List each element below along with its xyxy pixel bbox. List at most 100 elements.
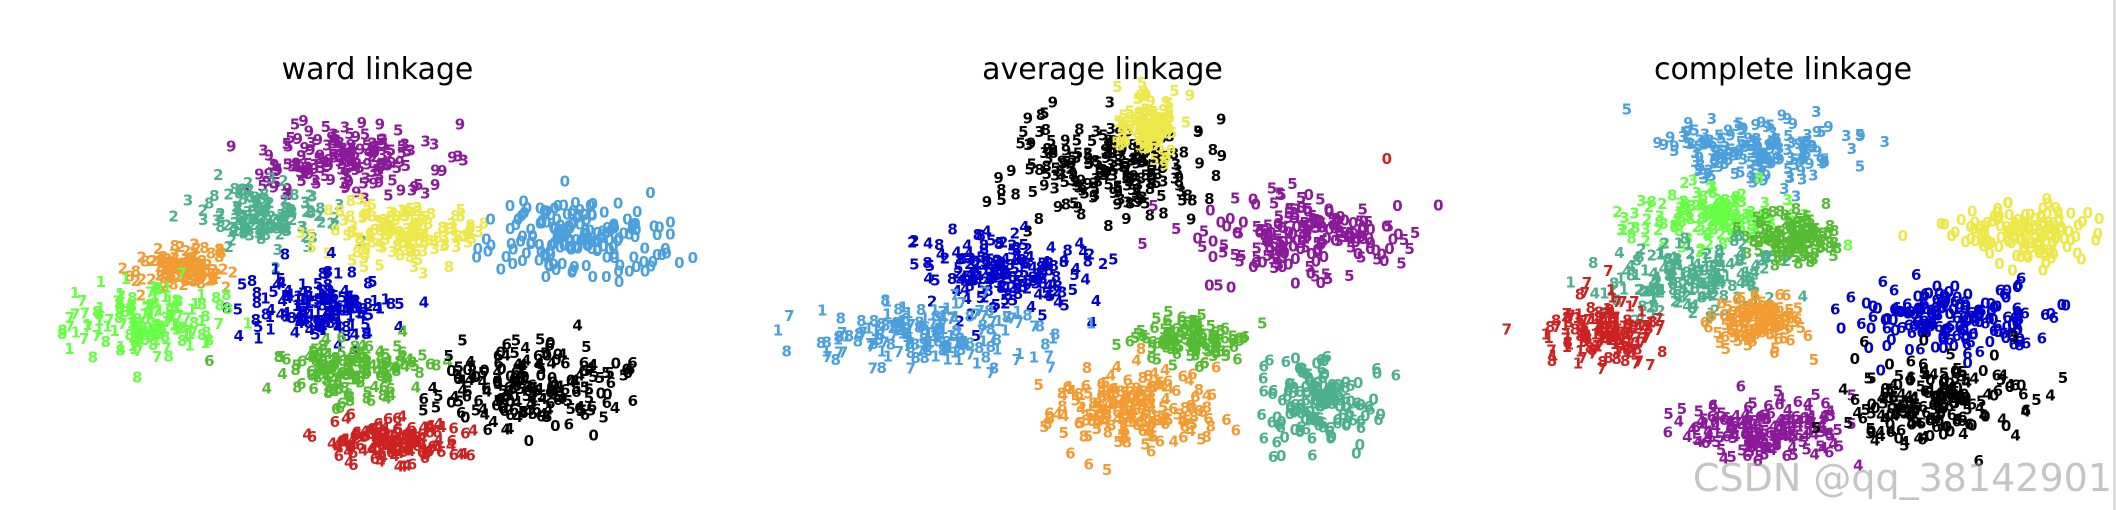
digit-point: 1 xyxy=(1592,316,1602,334)
digit-point: 2 xyxy=(1704,236,1714,254)
digit-point: 3 xyxy=(1707,141,1717,159)
digit-point: 0 xyxy=(2049,222,2059,240)
digit-point: 5 xyxy=(509,344,519,362)
digit-point: 3 xyxy=(430,240,440,258)
digit-point: 7 xyxy=(142,300,152,318)
digit-point: 3 xyxy=(238,210,248,228)
digit-point: 6 xyxy=(1756,324,1766,342)
digit-point: 6 xyxy=(1896,319,1906,337)
digit-point: 5 xyxy=(1152,132,1162,150)
digit-point: 5 xyxy=(1191,319,1201,337)
digit-point: 5 xyxy=(380,345,390,363)
digit-point: 1 xyxy=(1624,298,1634,316)
digit-point: 6 xyxy=(1221,343,1231,361)
digit-point: 4 xyxy=(1671,252,1681,270)
digit-point: 8 xyxy=(891,314,901,332)
digit-point: 5 xyxy=(1316,235,1326,253)
digit-point: 8 xyxy=(419,225,429,243)
digit-point: 5 xyxy=(1159,320,1169,338)
digit-point: 1 xyxy=(326,283,336,301)
digit-point: 8 xyxy=(1620,352,1630,370)
digit-point: 6 xyxy=(1910,402,1920,420)
digit-point: 5 xyxy=(268,283,278,301)
digit-point: 5 xyxy=(1148,427,1158,445)
digit-point: 7 xyxy=(1565,309,1575,327)
digit-point: 2 xyxy=(1704,224,1714,242)
digit-point: 4 xyxy=(405,429,415,447)
digit-point: 0 xyxy=(2013,211,2023,229)
digit-point: 4 xyxy=(362,325,372,343)
digit-point: 4 xyxy=(1998,366,2008,384)
digit-point: 0 xyxy=(479,361,489,379)
digit-point: 9 xyxy=(323,151,333,169)
digit-point: 5 xyxy=(1147,165,1157,183)
digit-point: 1 xyxy=(1590,326,1600,344)
digit-point: 1 xyxy=(1587,310,1597,328)
digit-point: 7 xyxy=(938,315,948,333)
digit-point: 0 xyxy=(1251,254,1261,272)
digit-point: 5 xyxy=(373,212,383,230)
digit-point: 9 xyxy=(1709,154,1719,172)
digit-point: 2 xyxy=(1010,224,1020,242)
digit-point: 0 xyxy=(1384,240,1394,258)
digit-point: 2 xyxy=(992,252,1002,270)
digit-point: 4 xyxy=(1852,404,1862,422)
digit-point: 5 xyxy=(282,135,292,153)
digit-point: 3 xyxy=(1616,221,1626,239)
digit-point: 6 xyxy=(1939,396,1949,414)
digit-point: 5 xyxy=(342,145,352,163)
digit-point: 5 xyxy=(290,115,300,133)
digit-point: 4 xyxy=(381,426,391,444)
digit-point: 5 xyxy=(1692,430,1702,448)
digit-point: 7 xyxy=(956,335,966,353)
digit-point: 3 xyxy=(287,204,297,222)
digit-point: 8 xyxy=(165,303,175,321)
digit-point: 0 xyxy=(542,203,552,221)
digit-point: 6 xyxy=(1926,409,1936,427)
digit-point: 4 xyxy=(1019,218,1029,236)
digit-point: 4 xyxy=(397,349,407,367)
digit-point: 0 xyxy=(2034,235,2044,253)
digit-point: 6 xyxy=(1327,395,1337,413)
digit-point: 0 xyxy=(1906,303,1916,321)
digit-point: 8 xyxy=(1119,427,1129,445)
digit-point: 6 xyxy=(1858,409,1868,427)
digit-point: 0 xyxy=(1296,199,1306,217)
digit-point: 9 xyxy=(1738,119,1748,137)
digit-point: 4 xyxy=(1687,420,1697,438)
digit-point: 8 xyxy=(197,252,207,270)
digit-point: 6 xyxy=(368,422,378,440)
digit-point: 9 xyxy=(1767,133,1777,151)
digit-point: 8 xyxy=(238,225,248,243)
digit-point: 7 xyxy=(1629,293,1639,311)
digit-point: 5 xyxy=(383,145,393,163)
digit-point: 8 xyxy=(984,302,994,320)
digit-point: 0 xyxy=(1959,386,1969,404)
digit-point: 4 xyxy=(523,403,533,421)
digit-point: 5 xyxy=(1960,389,1970,407)
digit-point: 7 xyxy=(161,339,171,357)
digit-point: 0 xyxy=(1986,295,1996,313)
digit-point: 6 xyxy=(1919,322,1929,340)
digit-point: 0 xyxy=(1986,303,1996,321)
digit-point: 5 xyxy=(413,251,423,269)
digit-point: 0 xyxy=(1880,385,1890,403)
digit-point: 8 xyxy=(241,221,251,239)
digit-point: 8 xyxy=(1108,141,1118,159)
digit-point: 5 xyxy=(1118,158,1128,176)
digit-point: 0 xyxy=(2036,207,2046,225)
digit-point: 6 xyxy=(334,447,344,465)
digit-point: 5 xyxy=(1359,230,1369,248)
digit-point: 7 xyxy=(1637,334,1647,352)
digit-point: 6 xyxy=(1193,322,1203,340)
digit-point: 8 xyxy=(238,191,248,209)
digit-point: 9 xyxy=(1151,132,1161,150)
digit-point: 5 xyxy=(329,293,339,311)
digit-point: 3 xyxy=(247,198,257,216)
digit-point: 2 xyxy=(221,278,231,296)
digit-point: 5 xyxy=(1105,135,1115,153)
digit-point: 8 xyxy=(1051,268,1061,286)
digit-point: 6 xyxy=(1340,379,1350,397)
digit-point: 5 xyxy=(337,155,347,173)
